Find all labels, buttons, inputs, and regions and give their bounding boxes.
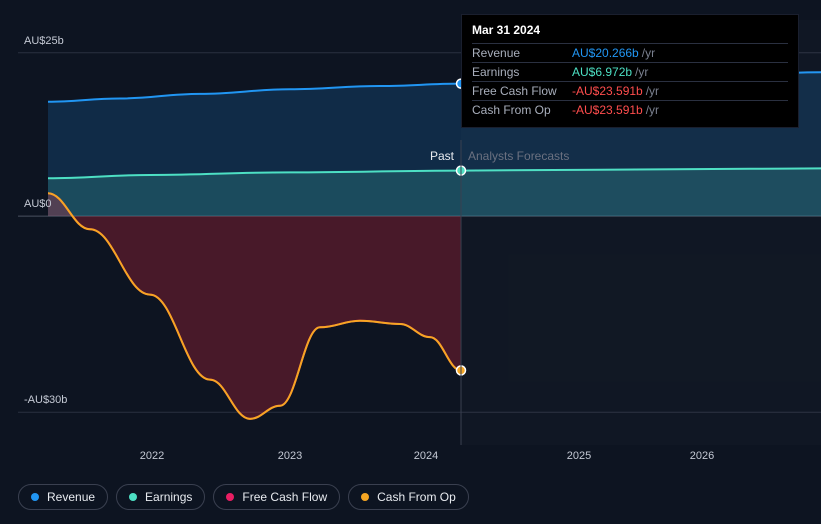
tooltip-row-label: Free Cash Flow [472,84,572,98]
tooltip-row-value: AU$6.972b [572,65,632,79]
past-label: Past [430,149,454,163]
tooltip-row-value: -AU$23.591b [572,103,643,117]
tooltip-row-label: Earnings [472,65,572,79]
tooltip-row: RevenueAU$20.266b/yr [472,43,788,62]
legend-label: Revenue [47,490,95,504]
chart-container: AU$25b AU$0 -AU$30b 2022 2023 2024 2025 2026 P… [0,0,821,524]
legend-dot-icon [361,493,369,501]
tooltip-row-unit: /yr [646,103,659,117]
legend-dot-icon [129,493,137,501]
tooltip-row-unit: /yr [642,46,655,60]
legend: Revenue Earnings Free Cash Flow Cash From O… [18,484,469,510]
tooltip-row-unit: /yr [646,84,659,98]
legend-item-cashop[interactable]: Cash From Op [348,484,469,510]
legend-item-earnings[interactable]: Earnings [116,484,205,510]
y-axis-label: AU$0 [24,198,52,210]
forecast-label: Analysts Forecasts [468,149,569,163]
x-axis-label: 2022 [140,450,164,462]
tooltip-row-value: -AU$23.591b [572,84,643,98]
legend-label: Earnings [145,490,192,504]
y-axis-label: AU$25b [24,35,64,47]
x-axis-label: 2024 [414,450,438,462]
legend-dot-icon [31,493,39,501]
tooltip-row-label: Cash From Op [472,103,572,117]
tooltip-row-value: AU$20.266b [572,46,639,60]
legend-item-fcf[interactable]: Free Cash Flow [213,484,340,510]
tooltip-row: Cash From Op-AU$23.591b/yr [472,100,788,119]
tooltip-row: Free Cash Flow-AU$23.591b/yr [472,81,788,100]
legend-label: Cash From Op [377,490,456,504]
legend-dot-icon [226,493,234,501]
x-axis-label: 2026 [690,450,714,462]
tooltip: Mar 31 2024 RevenueAU$20.266b/yrEarnings… [461,14,799,128]
tooltip-row-unit: /yr [635,65,648,79]
x-axis-label: 2023 [278,450,302,462]
y-axis-label: -AU$30b [24,394,67,406]
tooltip-row-label: Revenue [472,46,572,60]
tooltip-row: EarningsAU$6.972b/yr [472,62,788,81]
legend-item-revenue[interactable]: Revenue [18,484,108,510]
x-axis-label: 2025 [567,450,591,462]
legend-label: Free Cash Flow [242,490,327,504]
tooltip-date: Mar 31 2024 [472,23,788,43]
